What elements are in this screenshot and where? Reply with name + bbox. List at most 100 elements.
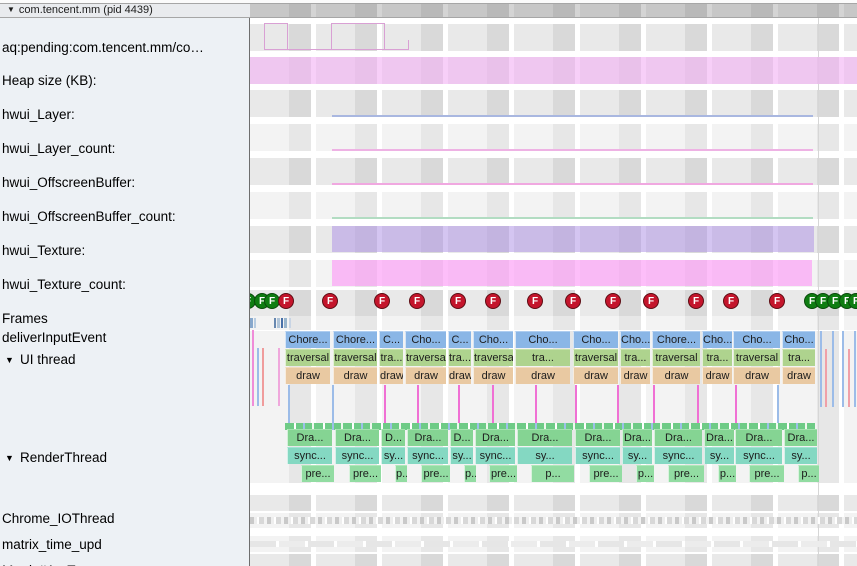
deliverinputevent-mark[interactable]: [277, 318, 280, 328]
frame-marker-red[interactable]: F: [605, 293, 621, 309]
slice-drawframe[interactable]: Dra...: [654, 429, 702, 446]
slice-sync[interactable]: sync...: [407, 447, 448, 464]
slice-draw[interactable]: draw: [620, 367, 650, 384]
slice-sync[interactable]: sy...: [450, 447, 473, 464]
slice-drawframe[interactable]: Dra...: [335, 429, 379, 446]
slice-choreographer[interactable]: Cho...: [702, 331, 732, 348]
slice-traversal[interactable]: traversal: [333, 349, 377, 366]
slice-choreographer[interactable]: Cho...: [620, 331, 650, 348]
slice-prepare[interactable]: p...: [636, 465, 654, 482]
slice-prepare[interactable]: pre...: [421, 465, 450, 482]
frame-marker-red[interactable]: F: [278, 293, 294, 309]
collapse-arrow-icon[interactable]: ▼: [7, 5, 15, 14]
ui-thread-collapse-icon[interactable]: ▼: [5, 355, 14, 365]
slice-traversal[interactable]: traversal: [285, 349, 330, 366]
deliverinputevent-mark[interactable]: [250, 318, 253, 328]
slice-draw[interactable]: draw: [733, 367, 780, 384]
deliverinputevent-mark[interactable]: [274, 318, 276, 328]
slice-drawframe[interactable]: Dra...: [622, 429, 652, 446]
slice-draw[interactable]: draw: [379, 367, 403, 384]
slice-prepare[interactable]: p...: [798, 465, 819, 482]
slice-draw[interactable]: draw: [333, 367, 377, 384]
slice-traversal[interactable]: traversal: [573, 349, 618, 366]
slice-traversal[interactable]: traversal: [652, 349, 700, 366]
slice-drawframe[interactable]: Dra...: [475, 429, 515, 446]
slice-traversal[interactable]: tra...: [782, 349, 815, 366]
slice-traversal[interactable]: tra...: [702, 349, 732, 366]
slice-sync[interactable]: sync...: [654, 447, 702, 464]
slice-prepare[interactable]: pre...: [301, 465, 334, 482]
slice-prepare[interactable]: p...: [531, 465, 574, 482]
slice-sync[interactable]: sync...: [735, 447, 782, 464]
slice-prepare[interactable]: pre...: [668, 465, 704, 482]
slice-prepare[interactable]: pre...: [589, 465, 622, 482]
slice-draw[interactable]: draw: [405, 367, 446, 384]
track-label-renderthread[interactable]: RenderThread: [20, 450, 107, 465]
slice-draw[interactable]: draw: [515, 367, 570, 384]
slice-choreographer[interactable]: Cho...: [733, 331, 780, 348]
process-header-title[interactable]: ▼com.tencent.mm (pid 4439): [0, 4, 250, 17]
slice-sync[interactable]: sync...: [475, 447, 515, 464]
frame-marker-red[interactable]: F: [322, 293, 338, 309]
track-row-hwui-offscreenbuffer-count[interactable]: [250, 192, 857, 219]
slice-sync[interactable]: sync...: [575, 447, 620, 464]
deliverinputevent-mark[interactable]: [284, 318, 287, 328]
slice-prepare[interactable]: pre...: [489, 465, 517, 482]
slice-choreographer[interactable]: Chore...: [652, 331, 700, 348]
frame-marker-red[interactable]: F: [527, 293, 543, 309]
slice-choreographer[interactable]: Cho...: [473, 331, 513, 348]
frame-marker-red[interactable]: F: [769, 293, 785, 309]
slice-sync[interactable]: sy...: [622, 447, 652, 464]
slice-draw[interactable]: draw: [782, 367, 815, 384]
slice-choreographer[interactable]: Chore...: [285, 331, 330, 348]
slice-traversal[interactable]: tra...: [379, 349, 403, 366]
slice-sync[interactable]: sy...: [704, 447, 734, 464]
slice-drawframe[interactable]: Dra...: [407, 429, 448, 446]
track-row-ui-render-gap[interactable]: [250, 385, 857, 427]
hwui-texture-count-counter-bar[interactable]: [332, 260, 812, 286]
slice-traversal[interactable]: traversal: [473, 349, 513, 366]
frame-marker-red[interactable]: F: [565, 293, 581, 309]
track-row-bottom[interactable]: [250, 554, 857, 566]
slice-sync[interactable]: sy...: [517, 447, 572, 464]
slice-draw[interactable]: draw: [285, 367, 330, 384]
slice-drawframe[interactable]: Dra...: [575, 429, 620, 446]
matrix-anrtrace-slices[interactable]: [250, 541, 857, 547]
deliverinputevent-mark[interactable]: [254, 318, 256, 328]
slice-choreographer[interactable]: Cho...: [405, 331, 446, 348]
frame-marker-green[interactable]: F: [848, 293, 857, 309]
track-label-ui-thread[interactable]: UI thread: [20, 352, 76, 367]
slice-sync[interactable]: sy...: [784, 447, 817, 464]
slice-drawframe[interactable]: Dra...: [735, 429, 782, 446]
heap-size-counter-bar[interactable]: [250, 57, 857, 84]
slice-prepare[interactable]: p...: [464, 465, 476, 482]
frame-marker-red[interactable]: F: [723, 293, 739, 309]
track-row-frames[interactable]: [250, 290, 857, 316]
matrix-time-upd-slices[interactable]: [250, 517, 857, 524]
slice-drawframe[interactable]: Dra...: [784, 429, 817, 446]
slice-drawframe[interactable]: D...: [450, 429, 473, 446]
slice-traversal[interactable]: tra...: [515, 349, 570, 366]
slice-prepare[interactable]: p...: [718, 465, 736, 482]
slice-draw[interactable]: draw: [702, 367, 732, 384]
deliverinputevent-mark[interactable]: [281, 318, 283, 328]
slice-drawframe[interactable]: D...: [381, 429, 405, 446]
slice-draw[interactable]: draw: [448, 367, 471, 384]
slice-choreographer[interactable]: Cho...: [573, 331, 618, 348]
frame-marker-red[interactable]: F: [643, 293, 659, 309]
frame-marker-red[interactable]: F: [450, 293, 466, 309]
slice-sync[interactable]: sy...: [381, 447, 405, 464]
frame-marker-red[interactable]: F: [409, 293, 425, 309]
slice-choreographer[interactable]: Cho...: [782, 331, 815, 348]
renderthread-collapse-icon[interactable]: ▼: [5, 453, 14, 463]
slice-traversal[interactable]: traversal: [405, 349, 446, 366]
slice-draw[interactable]: draw: [652, 367, 700, 384]
slice-drawframe[interactable]: Dra...: [287, 429, 332, 446]
slice-traversal[interactable]: tra...: [620, 349, 650, 366]
frame-marker-red[interactable]: F: [688, 293, 704, 309]
deliverinputevent-mark[interactable]: [289, 318, 291, 328]
process-header[interactable]: ▼com.tencent.mm (pid 4439): [0, 3, 857, 18]
slice-prepare[interactable]: p...: [395, 465, 407, 482]
slice-choreographer[interactable]: C...: [448, 331, 471, 348]
hwui-texture-counter-bar[interactable]: [332, 226, 814, 252]
